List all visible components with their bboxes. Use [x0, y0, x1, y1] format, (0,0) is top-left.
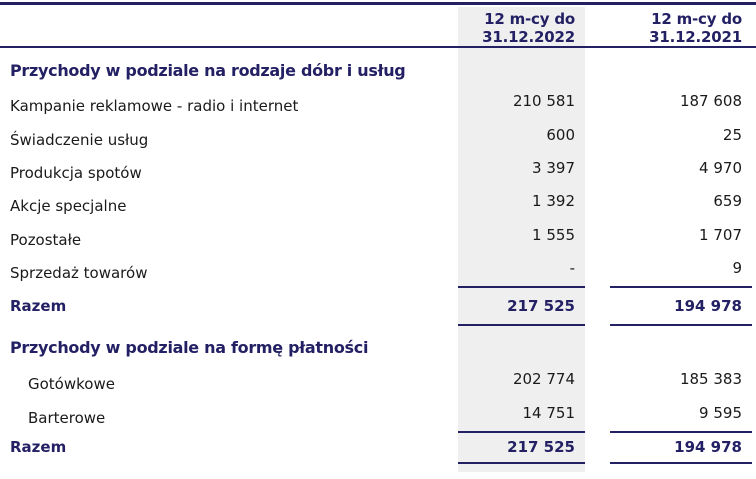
- column-header-2021-line1: 12 m-cy do: [651, 10, 742, 28]
- total-row: Razem 217 525 194 978: [0, 430, 756, 464]
- column-header-2022: 12 m-cy do 31.12.2022: [458, 5, 585, 46]
- value-2021: 187 608: [679, 92, 742, 111]
- section-2-title: Przychody w podziale na formę płatności: [10, 337, 369, 357]
- table-row: Akcje specjalne 1 392 659: [0, 186, 756, 219]
- row-label: Kampanie reklamowe - radio i internet: [10, 97, 299, 116]
- total-value-2022: 217 525: [458, 430, 585, 464]
- value-2022: 600: [546, 125, 575, 144]
- section-title-row: Przychody w podziale na rodzaje dóbr i u…: [0, 48, 756, 86]
- value-2022: 1 392: [532, 192, 575, 211]
- total-label: Razem: [10, 296, 67, 315]
- value-2022: 202 774: [512, 369, 575, 388]
- table-row: Gotówkowe 202 774 185 383: [0, 363, 756, 397]
- value-2021: 1 707: [699, 225, 742, 244]
- row-label: Akcje specjalne: [10, 197, 127, 216]
- column-2022-shade: [458, 7, 585, 472]
- table: 12 m-cy do 31.12.2022 12 m-cy do 31.12.2…: [0, 2, 756, 464]
- value-2021: 659: [713, 192, 742, 211]
- row-label: Gotówkowe: [28, 374, 115, 393]
- total-value-2021: 194 978: [610, 430, 752, 464]
- total-label: Razem: [10, 438, 67, 457]
- table-row: Kampanie reklamowe - radio i internet 21…: [0, 86, 756, 119]
- table-header-row: 12 m-cy do 31.12.2022 12 m-cy do 31.12.2…: [0, 5, 756, 48]
- section-title-row: Przychody w podziale na formę płatności: [0, 326, 756, 363]
- table-row: Pozostałe 1 555 1 707: [0, 219, 756, 252]
- value-2021: 4 970: [699, 158, 742, 177]
- value-2021: 185 383: [679, 369, 742, 388]
- row-label: Świadczenie usług: [10, 130, 149, 149]
- total-value-2021: 194 978: [610, 285, 752, 326]
- row-label: Sprzedaż towarów: [10, 263, 148, 282]
- value-2022: 210 581: [512, 92, 575, 111]
- total-value-2022: 217 525: [458, 285, 585, 326]
- value-2022: 14 751: [522, 403, 576, 422]
- row-label: Barterowe: [28, 408, 106, 427]
- value-2022: 3 397: [532, 158, 575, 177]
- value-2021: 9 595: [699, 403, 742, 422]
- header-empty-cell: [0, 5, 458, 46]
- section-1-title: Przychody w podziale na rodzaje dóbr i u…: [10, 61, 406, 80]
- column-gap: [585, 5, 610, 46]
- table-row: Barterowe 14 751 9 595: [0, 397, 756, 431]
- total-row: Razem 217 525 194 978: [0, 285, 756, 326]
- table-row: Produkcja spotów 3 397 4 970: [0, 153, 756, 186]
- table-row: Świadczenie usług 600 25: [0, 119, 756, 152]
- column-header-2021: 12 m-cy do 31.12.2021: [610, 5, 752, 46]
- row-label: Produkcja spotów: [10, 163, 142, 182]
- column-header-2021-line2: 31.12.2021: [649, 28, 742, 46]
- value-2021: 9: [732, 258, 742, 277]
- value-2021: 25: [722, 125, 742, 144]
- table-row: Sprzedaż towarów - 9: [0, 253, 756, 286]
- column-header-2022-line2: 31.12.2022: [482, 28, 575, 46]
- column-header-2022-line1: 12 m-cy do: [484, 10, 575, 28]
- row-label: Pozostałe: [10, 230, 82, 249]
- value-2022: 1 555: [532, 225, 575, 244]
- value-2022: -: [569, 258, 575, 277]
